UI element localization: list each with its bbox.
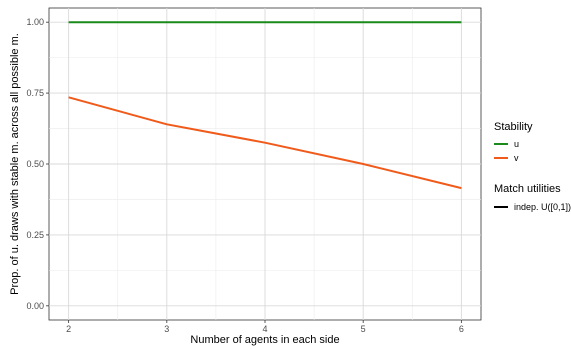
y-tick-label: 0.25 [26,230,44,240]
y-tick-label: 0.00 [26,301,44,311]
legend-title-stability: Stability [494,121,533,133]
legend-label-indep: indep. U([0,1]) [514,202,571,212]
x-tick-label: 3 [164,324,169,334]
series-line-v [68,96,462,190]
y-axis-title: Prop. of u. draws with stable m. across … [9,33,21,295]
y-tick-label: 1.00 [26,17,44,27]
x-axis-title: Number of agents in each side [190,334,339,346]
x-tick-label: 4 [262,324,267,334]
y-tick-label: 0.50 [26,159,44,169]
series-lines [68,21,462,190]
y-axis: 0.00 0.25 0.50 0.75 1.00 [26,17,49,311]
x-axis: 2 3 4 5 6 [66,320,464,334]
legend-label-u: u [514,139,519,149]
x-tick-label: 5 [361,324,366,334]
legend: Stability u v Match utilities indep. U([… [494,121,571,212]
y-tick-label: 0.75 [26,88,44,98]
x-tick-label: 2 [66,324,71,334]
legend-title-match-utilities: Match utilities [494,183,561,195]
x-tick-label: 6 [459,324,464,334]
legend-label-v: v [514,153,519,163]
